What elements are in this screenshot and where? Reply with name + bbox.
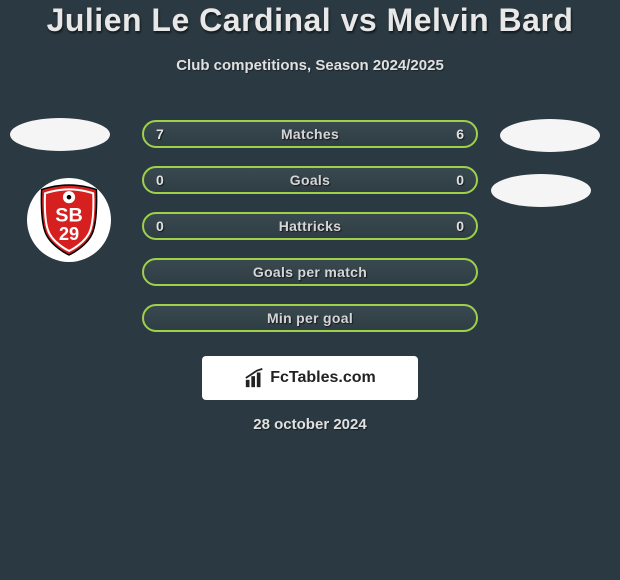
page-subtitle: Club competitions, Season 2024/2025: [0, 57, 620, 74]
stat-label: Min per goal: [267, 310, 353, 326]
club-badge-right: [491, 174, 591, 207]
stat-row-goals-per-match: Goals per match: [142, 258, 478, 286]
player-avatar-left: [10, 118, 110, 151]
stat-row-min-per-goal: Min per goal: [142, 304, 478, 332]
stat-left-value: 0: [156, 172, 164, 188]
stat-row-matches: 7 Matches 6: [142, 120, 478, 148]
stat-right-value: 0: [456, 172, 464, 188]
stat-label: Matches: [281, 126, 339, 142]
stats-rows: 7 Matches 6 0 Goals 0 0 Hattricks 0 Goal…: [142, 120, 478, 332]
club-badge-left: SB 29: [27, 178, 111, 262]
stat-row-hattricks: 0 Hattricks 0: [142, 212, 478, 240]
stat-label: Goals: [290, 172, 330, 188]
infographic-root: Julien Le Cardinal vs Melvin Bard Club c…: [0, 0, 620, 464]
player-avatar-right: [500, 119, 600, 152]
stat-left-value: 7: [156, 126, 164, 142]
stat-right-value: 6: [456, 126, 464, 142]
bar-chart-icon: [244, 367, 266, 389]
page-title: Julien Le Cardinal vs Melvin Bard: [0, 2, 620, 39]
brand-name: FcTables.com: [270, 369, 376, 387]
date-label: 28 october 2024: [253, 416, 366, 433]
brand-box: FcTables.com: [202, 356, 418, 400]
stat-label: Hattricks: [279, 218, 342, 234]
stat-right-value: 0: [456, 218, 464, 234]
stat-row-goals: 0 Goals 0: [142, 166, 478, 194]
stat-left-value: 0: [156, 218, 164, 234]
stat-label: Goals per match: [253, 264, 367, 280]
content-area: SB 29 7 Matches 6 0 Goals 0 0 Hattricks …: [0, 104, 620, 464]
shield-icon: SB 29: [31, 182, 107, 258]
svg-text:29: 29: [59, 223, 79, 244]
